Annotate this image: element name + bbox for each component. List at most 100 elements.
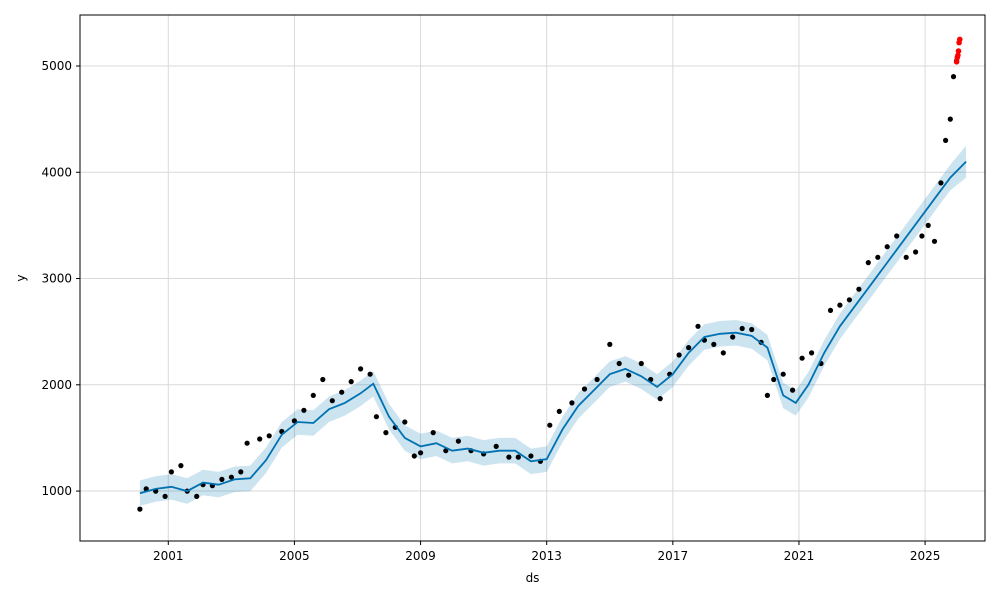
observed-point [894,233,900,239]
observed-point [219,476,225,482]
observed-point [799,355,805,361]
observed-point [228,474,234,480]
observed-point [506,454,512,460]
y-tick-label: 4000 [41,165,72,179]
observed-point [329,398,335,404]
observed-point [846,297,853,303]
observed-point [875,254,881,260]
x-tick-label: 2017 [658,549,689,563]
observed-point [266,433,272,439]
observed-point [695,323,701,329]
observed-point [569,400,575,406]
outlier-points [953,36,963,65]
observed-point [913,249,919,255]
observed-point [771,376,777,383]
observed-point [418,450,424,456]
observed-point [594,376,600,383]
observed-point [358,366,364,372]
observed-point [856,286,862,292]
observed-point [903,254,909,260]
y-tick-label: 1000 [41,484,72,498]
x-tick-label: 2001 [153,549,184,563]
observed-point [827,307,834,313]
observed-point [616,360,622,367]
observed-point [238,469,244,475]
y-axis-label: y [14,274,28,281]
observed-point [168,469,174,475]
observed-point [367,371,373,377]
observed-point [493,443,499,449]
observed-point [720,350,726,356]
observed-point [162,493,168,499]
observed-point [339,389,345,395]
observed-point [931,238,938,244]
observed-point [178,463,184,469]
observed-point [257,436,263,442]
observed-point [676,352,682,358]
observed-point [383,430,389,436]
observed-point [581,386,588,392]
observed-point [943,137,949,143]
observed-point [925,222,931,228]
uncertainty-band [139,145,967,506]
observed-point [348,379,354,385]
observed-point [950,74,957,80]
outlier-point [955,52,961,59]
observed-point [547,422,553,428]
observed-point [749,326,755,333]
outlier-point [955,48,962,54]
observed-point [556,408,562,414]
observed-point [865,260,871,266]
observed-point [809,350,815,356]
observed-point [455,438,461,444]
observed-point [194,493,200,499]
observed-point [764,392,771,398]
observed-point [607,341,613,347]
observed-point [528,453,534,459]
observed-point [739,325,745,332]
observed-point [837,302,843,308]
observed-point [301,407,307,413]
x-axis-ticks: 2001 2005 2009 2013 2017 2021 2025 [153,541,940,563]
x-tick-label: 2005 [279,549,310,563]
observed-point [686,345,692,351]
y-tick-label: 5000 [41,59,72,73]
y-axis-ticks: 1000 2000 3000 4000 5000 [41,59,80,498]
y-tick-label: 3000 [41,272,72,286]
observed-point [430,430,436,436]
grid-lines [80,15,985,541]
observed-point [711,341,717,347]
observed-point [730,334,736,340]
observed-point [310,392,316,398]
observed-point [919,233,925,239]
observed-point [884,244,890,250]
outlier-point [953,59,960,65]
x-tick-label: 2013 [531,549,562,563]
forecast-line [139,160,967,495]
y-tick-label: 2000 [41,378,72,392]
observed-point [320,376,326,383]
observed-point [244,440,250,446]
observed-point [402,419,408,425]
observed-point [137,506,143,512]
observed-point [657,396,663,402]
observed-point [411,453,417,459]
x-tick-label: 2009 [405,549,436,563]
observed-point [638,360,644,367]
x-axis-label: ds [526,571,540,585]
observed-point [373,414,379,420]
observed-point [626,372,632,378]
plot-frame [79,14,986,542]
x-tick-label: 2025 [910,549,941,563]
outlier-point [957,36,963,43]
observed-point [291,418,297,424]
observed-point [780,371,786,377]
observed-point [938,180,944,186]
observed-point [947,116,953,122]
observed-point [515,454,521,460]
x-tick-label: 2021 [784,549,815,563]
observed-point [790,387,796,393]
observed-point [443,448,449,454]
